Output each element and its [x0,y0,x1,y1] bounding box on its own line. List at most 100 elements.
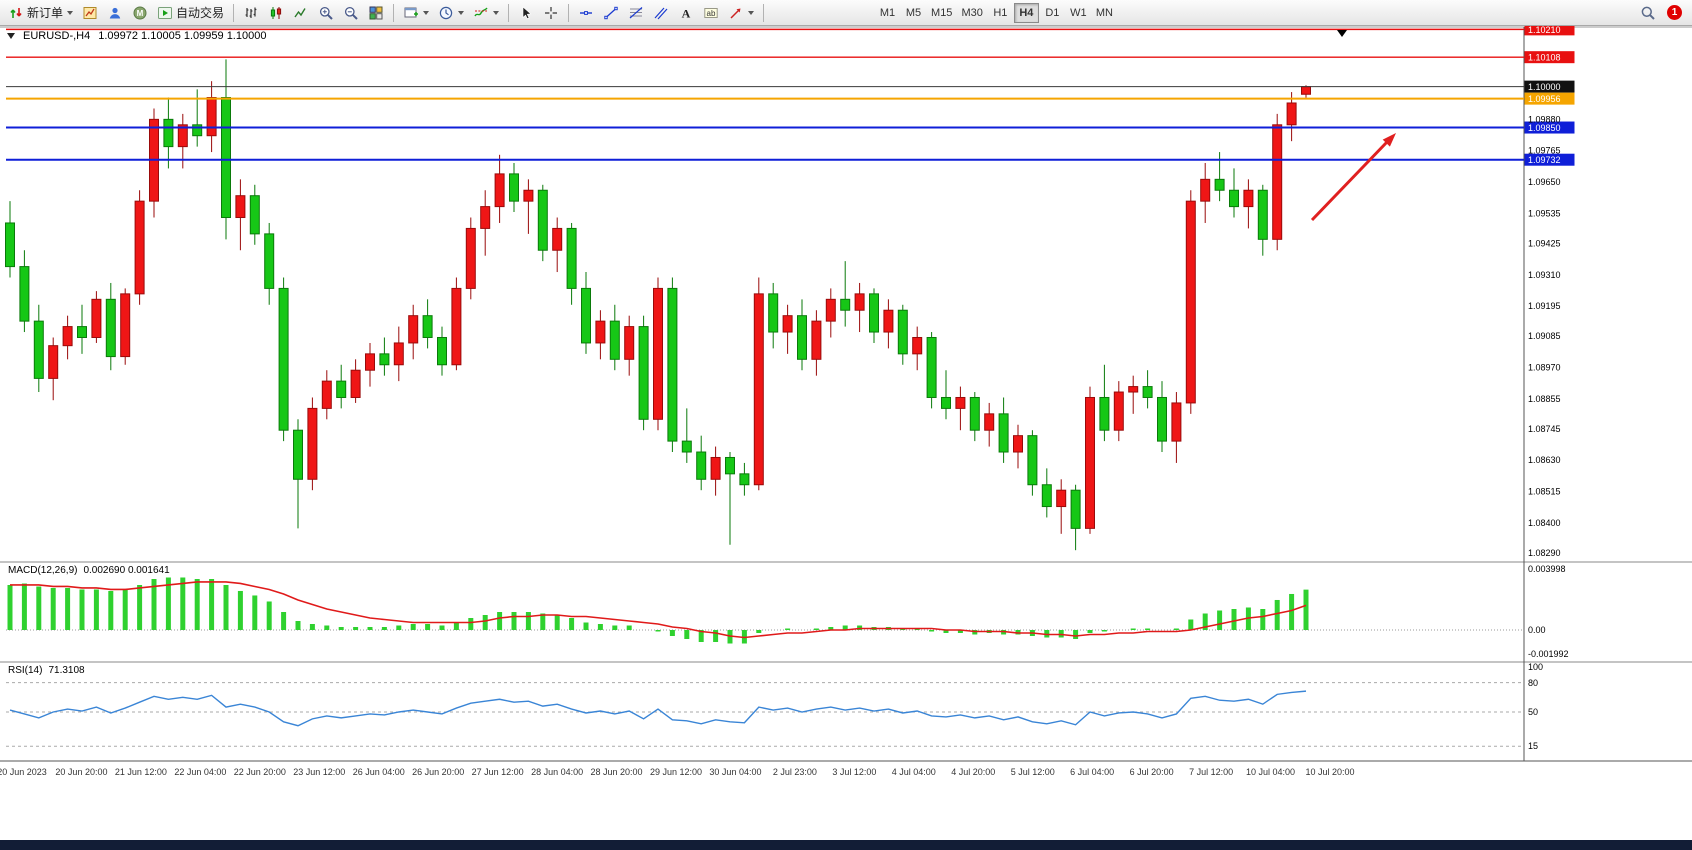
candle-body [177,124,188,148]
toolbar-new-chart-button[interactable] [399,2,433,24]
price-axis-label: 1.08745 [1528,424,1561,434]
candle-body [797,315,807,360]
timeframe-m15-button[interactable]: M15 [931,6,953,19]
toolbar-new-order-label: 新订单 [27,6,64,20]
candle-body [494,173,505,208]
time-axis-label: 29 Jun 12:00 [650,767,702,777]
indicators-icon [473,5,489,21]
candle-body [537,189,548,251]
candle-body [581,287,591,344]
toolbar-auto-trading-button[interactable]: 自动交易 [153,2,228,24]
macd-scale-label: 0.00 [1528,625,1546,635]
timeframe-h1-button[interactable]: H1 [993,6,1008,19]
candle-body [480,206,491,229]
candle-body [134,200,145,295]
timeframe-h4-button[interactable]: H4 [1013,2,1039,23]
new-order-icon [8,5,24,21]
toolbar-indicators-button[interactable] [469,2,503,24]
candle-body [1200,178,1211,202]
price-axis-label: 1.09650 [1528,177,1561,187]
toolbar-new-order-button[interactable]: 新订单 [4,2,77,24]
time-axis-label: 10 Jul 04:00 [1246,767,1295,777]
price-tag-label: 1.09956 [1528,94,1561,104]
toolbar-zoom-in-button[interactable] [314,2,338,24]
auto-trading-icon [157,5,173,21]
clock-icon [438,5,454,21]
toolbar-auto-trading-label: 自动交易 [176,6,225,20]
toolbar-bar-chart-button[interactable] [239,2,263,24]
timeframe-mn-button[interactable]: MN [1095,6,1113,19]
time-axis-label: 28 Jun 20:00 [591,767,643,777]
timeframe-w1-button[interactable]: W1 [1070,6,1087,19]
toolbar-zoom-out-button[interactable] [339,2,363,24]
line-chart-icon [293,5,309,21]
candle-body [1085,396,1095,529]
price-axis-label: 1.09535 [1528,208,1561,218]
toolbar-separator [508,3,510,22]
toolbar-charts-button[interactable] [78,2,102,24]
candle-body [1128,386,1139,393]
toolbar-channel-button[interactable] [649,2,673,24]
candle-body [48,345,59,379]
arrow-annotation[interactable] [1310,140,1389,222]
candle-body [1013,435,1023,453]
candle-body [566,227,577,289]
candle-body [869,293,879,333]
toolbar-candle-chart-button[interactable] [264,2,288,24]
candle-body [1301,86,1311,95]
candle-body [811,320,822,360]
timeframe-m1-button[interactable]: M1 [879,6,896,19]
candle-body [667,287,678,442]
candle-body [681,440,692,453]
toolbar-horizontal-line-button[interactable] [574,2,598,24]
toolbar-label-button[interactable]: ab [699,2,723,24]
price-tag [1524,23,1575,36]
toolbar-arrows-button[interactable] [724,2,758,24]
candle-body [1070,489,1081,529]
toolbar-tile-windows-button[interactable] [364,2,388,24]
toolbar-line-chart-button[interactable] [289,2,313,24]
cursor-icon [518,5,534,21]
chart-menu-icon[interactable] [7,33,15,39]
arrow-annotation-head[interactable] [1382,133,1396,147]
svg-text:ab: ab [707,8,716,17]
rsi-line [9,690,1307,727]
price-axis-label: 1.09880 [1528,114,1561,124]
toolbar-periods-button[interactable] [434,2,468,24]
toolbar-community-button[interactable]: M [128,2,152,24]
time-axis-label: 6 Jul 04:00 [1070,767,1114,777]
chart-symbol-period: EURUSD-,H4 [23,30,91,42]
toolbar-crosshair-button[interactable] [539,2,563,24]
time-axis-label: 23 Jun 12:00 [293,767,345,777]
timeframe-m5-button[interactable]: M5 [905,6,922,19]
time-axis-label: 30 Jun 04:00 [709,767,761,777]
notification-badge[interactable]: 1 [1667,5,1682,20]
toolbar-profile-button[interactable] [103,2,127,24]
dropdown-caret-icon [423,10,430,15]
candle-body [825,298,836,322]
rsi-indicator-name: RSI(14) [8,665,43,676]
toolbar-fibonacci-button[interactable] [624,2,648,24]
search-icon[interactable] [1636,2,1660,24]
timeframe-m30-button[interactable]: M30 [961,6,983,19]
price-tag [1524,80,1575,93]
toolbar-text-button[interactable]: A [674,2,698,24]
candle-body [19,266,30,322]
rsi-scale-label: 80 [1528,678,1538,688]
toolbar-trendline-button[interactable] [599,2,623,24]
time-axis-label: 26 Jun 04:00 [353,767,405,777]
candle-body [278,287,289,431]
candle-body [1041,484,1052,508]
candle-body [293,429,303,480]
candle-body [653,287,663,420]
profile-icon [107,5,123,21]
candle-body [1142,386,1153,398]
candle-body [77,326,87,338]
timeframe-d1-button[interactable]: D1 [1045,6,1060,19]
candle-body [120,293,131,358]
price-axis-label: 1.08855 [1528,394,1561,404]
toolbar-cursor-button[interactable] [514,2,538,24]
zoom-in-icon [318,5,334,21]
